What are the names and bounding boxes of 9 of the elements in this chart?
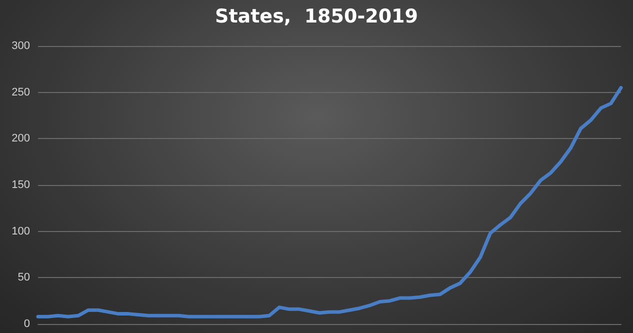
y-tick-label: 100: [12, 225, 30, 238]
chart-title: States, 1850-2019: [215, 6, 418, 28]
y-tick-label: 200: [12, 132, 30, 145]
y-tick-label: 50: [18, 272, 30, 284]
line-series: [36, 86, 623, 318]
y-tick-label: 300: [12, 40, 30, 52]
y-tick-label: 250: [12, 86, 30, 98]
y-tick-label: 150: [12, 179, 30, 191]
y-tick-label: 0: [24, 318, 30, 330]
